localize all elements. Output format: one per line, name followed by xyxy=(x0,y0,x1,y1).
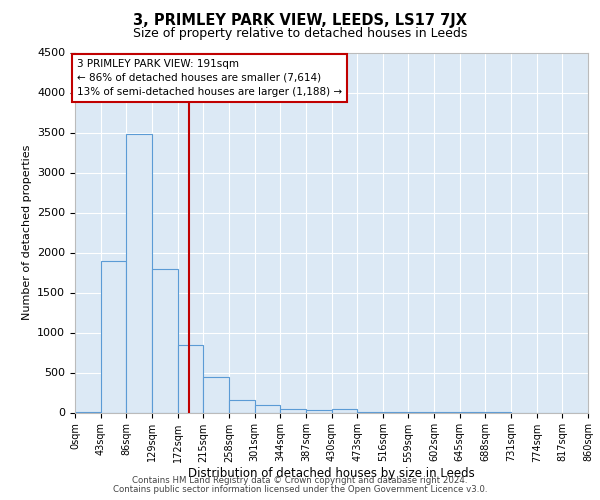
Bar xyxy=(280,408,306,412)
Bar xyxy=(178,344,203,412)
Text: Contains public sector information licensed under the Open Government Licence v3: Contains public sector information licen… xyxy=(113,485,487,494)
X-axis label: Distribution of detached houses by size in Leeds: Distribution of detached houses by size … xyxy=(188,467,475,480)
Y-axis label: Number of detached properties: Number of detached properties xyxy=(22,145,32,320)
Bar xyxy=(254,406,280,412)
Bar xyxy=(306,410,331,412)
Text: 3, PRIMLEY PARK VIEW, LEEDS, LS17 7JX: 3, PRIMLEY PARK VIEW, LEEDS, LS17 7JX xyxy=(133,12,467,28)
Bar xyxy=(101,260,127,412)
Bar xyxy=(203,376,229,412)
Text: 3 PRIMLEY PARK VIEW: 191sqm
← 86% of detached houses are smaller (7,614)
13% of : 3 PRIMLEY PARK VIEW: 191sqm ← 86% of det… xyxy=(77,59,342,97)
Bar xyxy=(331,408,357,412)
Bar xyxy=(152,268,178,412)
Text: Size of property relative to detached houses in Leeds: Size of property relative to detached ho… xyxy=(133,28,467,40)
Bar xyxy=(229,400,254,412)
Text: Contains HM Land Registry data © Crown copyright and database right 2024.: Contains HM Land Registry data © Crown c… xyxy=(132,476,468,485)
Bar xyxy=(127,134,152,412)
